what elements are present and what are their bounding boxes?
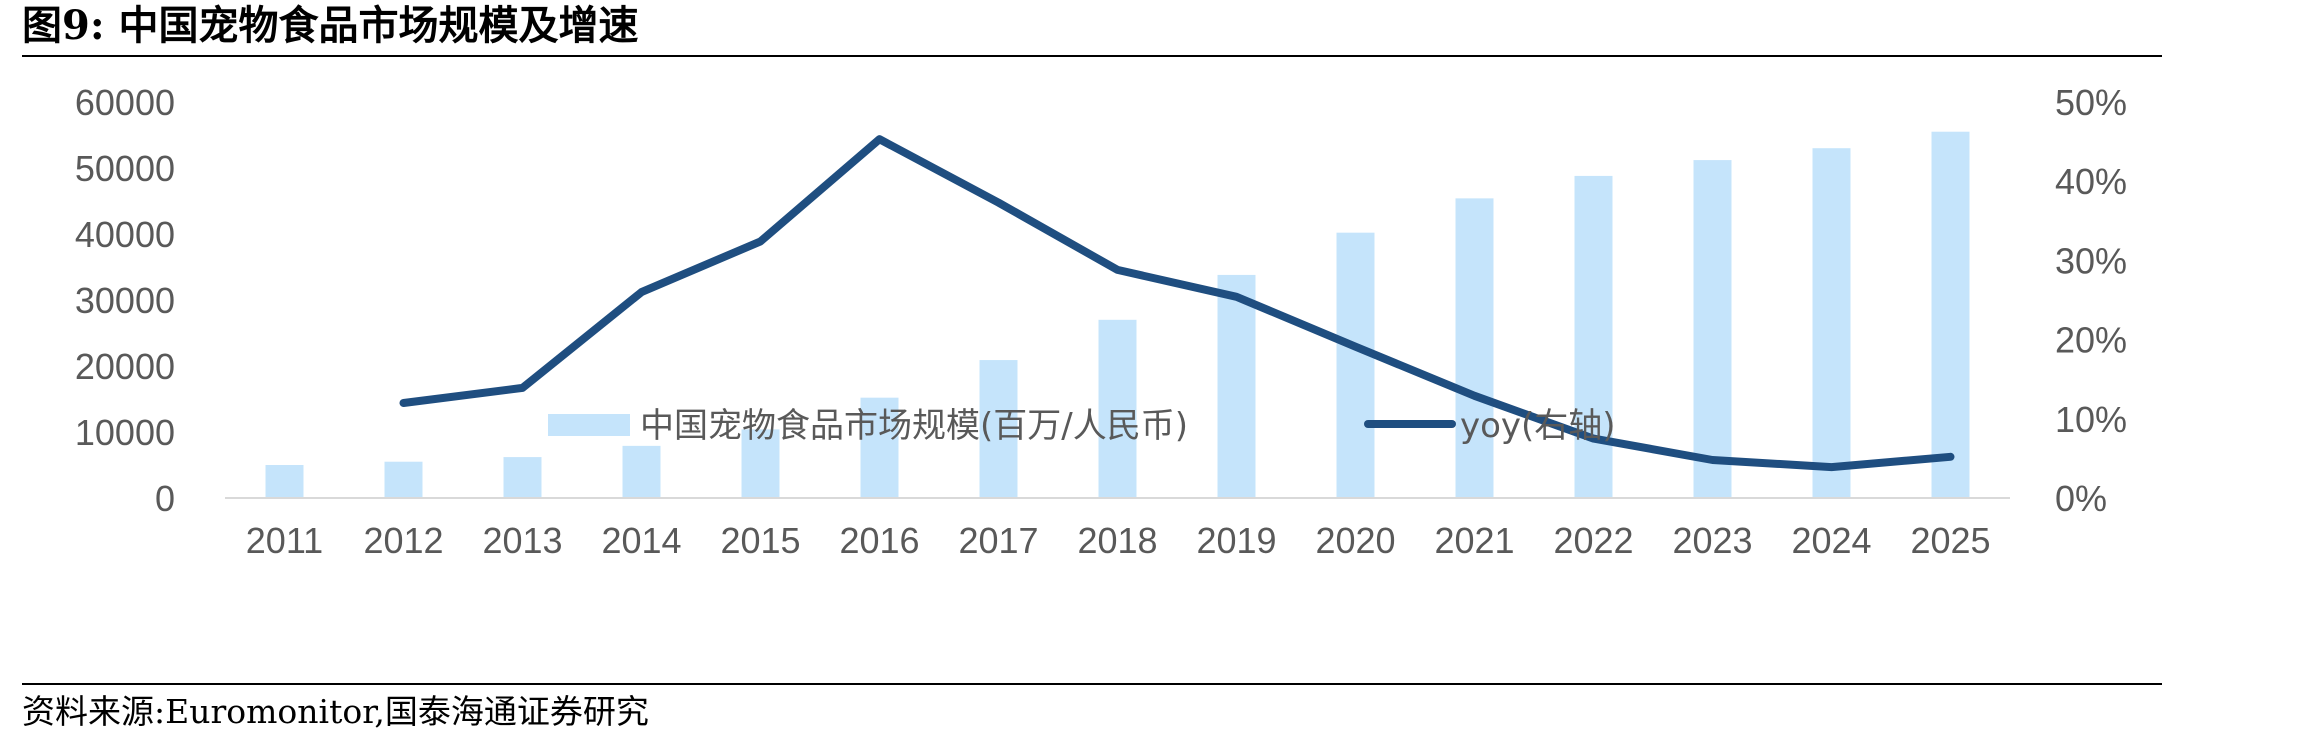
bar-series bbox=[265, 131, 1970, 499]
x-tick-label: 2018 bbox=[1077, 520, 1157, 561]
y-left-tick-label: 30000 bbox=[75, 280, 175, 321]
bar bbox=[1336, 232, 1375, 498]
top-rule bbox=[22, 55, 2162, 57]
source-note: 资料来源:Euromonitor,国泰海通证券研究 bbox=[22, 692, 649, 731]
bar bbox=[1455, 198, 1494, 499]
x-tick-label: 2012 bbox=[363, 520, 443, 561]
chart: 0 10000 20000 30000 40000 50000 60000 0% 10% 20%… bbox=[75, 82, 2127, 561]
bar bbox=[503, 457, 542, 498]
bar bbox=[1217, 274, 1256, 498]
legend-label-yoy: yoy(右轴) bbox=[1460, 406, 1616, 446]
bar bbox=[1931, 131, 1970, 498]
bar bbox=[622, 445, 661, 498]
x-axis: 2011 2012 2013 2014 2015 2016 2017 2018 2019 2020… bbox=[246, 520, 1991, 561]
y-left-tick-label: 50000 bbox=[75, 148, 175, 189]
y-left-tick-label: 40000 bbox=[75, 214, 175, 255]
y-right-tick-label: 10% bbox=[2055, 399, 2127, 440]
x-tick-label: 2017 bbox=[958, 520, 1038, 561]
bar bbox=[741, 429, 780, 498]
x-tick-label: 2013 bbox=[482, 520, 562, 561]
y-axis-right: 0% 10% 20% 30% 40% 50% bbox=[2055, 82, 2127, 519]
bar bbox=[1574, 175, 1613, 499]
figure-title: 图9: 中国宠物食品市场规模及增速 bbox=[22, 2, 639, 49]
bar bbox=[979, 360, 1018, 498]
y-left-tick-label: 10000 bbox=[75, 412, 175, 453]
y-left-tick-label: 60000 bbox=[75, 82, 175, 123]
x-tick-label: 2014 bbox=[601, 520, 681, 561]
y-left-tick-label: 20000 bbox=[75, 346, 175, 387]
legend-swatch-market-size bbox=[548, 414, 630, 436]
bar bbox=[1812, 148, 1851, 498]
bar bbox=[860, 397, 899, 498]
x-tick-label: 2025 bbox=[1910, 520, 1990, 561]
yoy-line bbox=[399, 135, 1955, 472]
y-left-tick-label: 0 bbox=[155, 478, 175, 519]
x-tick-label: 2021 bbox=[1434, 520, 1514, 561]
y-right-tick-label: 30% bbox=[2055, 240, 2127, 281]
x-tick-label: 2020 bbox=[1315, 520, 1395, 561]
x-tick-label: 2011 bbox=[246, 520, 323, 561]
x-tick-label: 2019 bbox=[1196, 520, 1276, 561]
y-right-tick-label: 0% bbox=[2055, 478, 2107, 519]
legend-label-market-size: 中国宠物食品市场规模(百万/人民币) bbox=[640, 406, 1188, 446]
y-axis-left: 0 10000 20000 30000 40000 50000 60000 bbox=[75, 82, 175, 519]
x-tick-label: 2016 bbox=[839, 520, 919, 561]
bar bbox=[265, 465, 304, 498]
bar bbox=[384, 461, 423, 498]
bottom-rule bbox=[22, 683, 2162, 685]
y-right-tick-label: 20% bbox=[2055, 320, 2127, 361]
x-tick-label: 2024 bbox=[1791, 520, 1871, 561]
y-right-tick-label: 50% bbox=[2055, 82, 2127, 123]
y-right-tick-label: 40% bbox=[2055, 161, 2127, 202]
x-tick-label: 2022 bbox=[1553, 520, 1633, 561]
legend: 中国宠物食品市场规模(百万/人民币) yoy(右轴) bbox=[548, 406, 1616, 446]
x-tick-label: 2023 bbox=[1672, 520, 1752, 561]
bar bbox=[1693, 160, 1732, 498]
bar bbox=[1098, 319, 1137, 498]
x-tick-label: 2015 bbox=[720, 520, 800, 561]
